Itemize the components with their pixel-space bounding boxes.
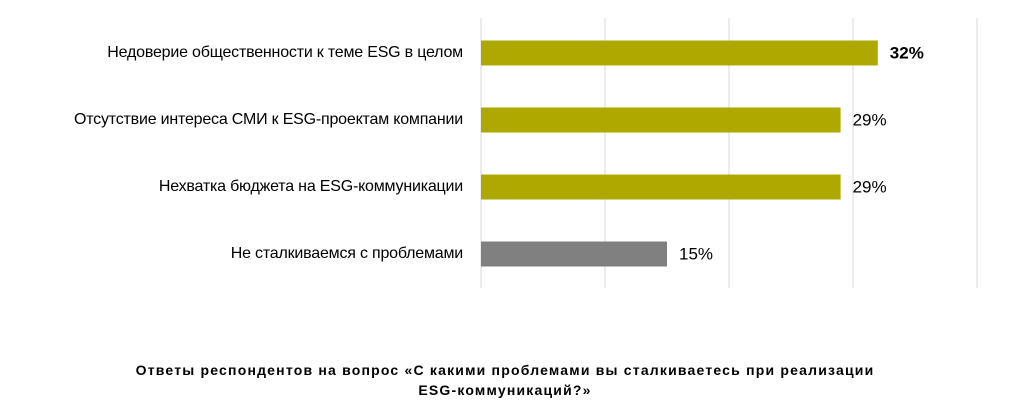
bar [481,174,841,200]
chart-title: ESG-коммуникаций?» [418,382,592,398]
category-label: Недоверие общественности к теме ESG в це… [107,44,463,61]
category-label: Нехватка бюджета на ESG-коммуникации [158,178,463,195]
category-label: Не сталкиваемся с проблемами [230,245,463,262]
bar [481,40,878,66]
value-label: 29% [853,177,887,196]
value-label: 29% [853,110,887,129]
chart-title: Ответы респондентов на вопрос «С какими … [135,362,875,378]
value-label: 32% [890,43,924,62]
bar [481,107,841,133]
category-label: Отсутствие интереса СМИ к ESG-проектам к… [73,111,463,128]
value-label: 15% [679,244,713,263]
bar [481,241,667,267]
